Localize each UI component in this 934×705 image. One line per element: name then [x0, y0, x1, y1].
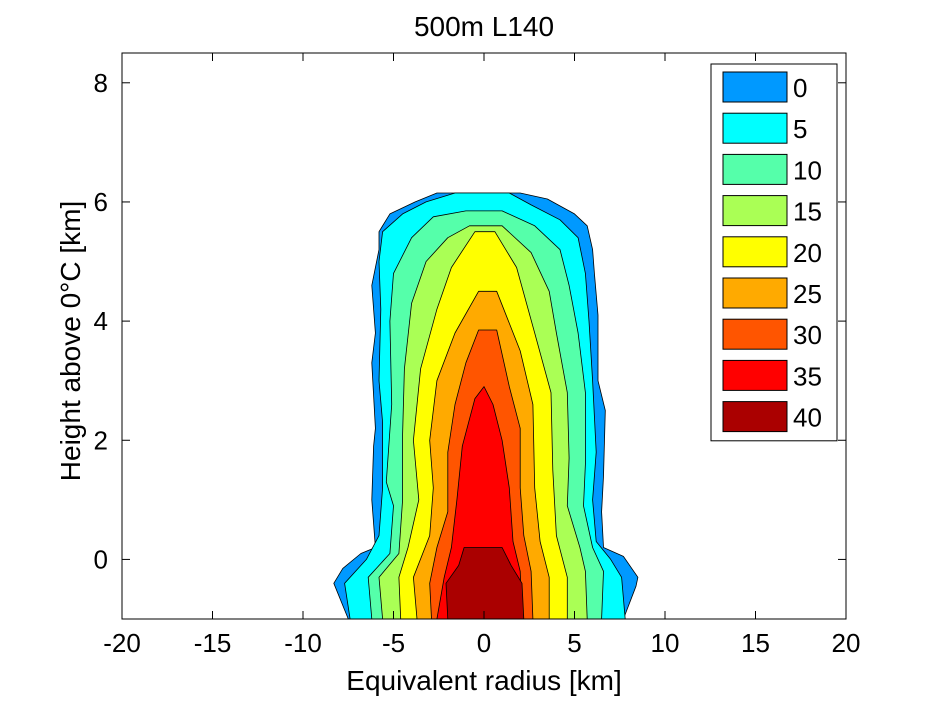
legend-swatch [722, 112, 788, 144]
x-tick-label: -15 [194, 628, 232, 658]
legend-swatch [722, 195, 788, 227]
legend-label: 30 [793, 320, 822, 350]
legend-swatch [722, 153, 788, 185]
x-axis: -20 -15 -10 -5 0 5 10 15 20 [103, 53, 860, 658]
x-tick-label: 0 [477, 628, 491, 658]
contour-layer [333, 192, 639, 619]
x-tick-label: 5 [567, 628, 581, 658]
y-axis: 0 2 4 6 8 [94, 68, 846, 574]
y-tick-label: 0 [94, 544, 108, 574]
legend-swatch [722, 318, 788, 350]
legend-label: 35 [793, 361, 822, 391]
legend-swatch [722, 236, 788, 268]
y-tick-label: 4 [94, 306, 108, 336]
x-tick-label: -20 [103, 628, 141, 658]
legend-label: 0 [793, 73, 807, 103]
legend-label: 15 [793, 197, 822, 227]
legend-swatch [722, 359, 788, 391]
x-tick-label: 10 [651, 628, 680, 658]
x-tick-label: 15 [741, 628, 770, 658]
legend-label: 5 [793, 114, 807, 144]
legend-label: 10 [793, 155, 822, 185]
y-tick-label: 6 [94, 187, 108, 217]
legend-swatch [722, 401, 788, 433]
x-tick-label: -10 [284, 628, 322, 658]
y-axis-label: Height above 0°C [km] [55, 201, 86, 481]
legend-swatch [722, 277, 788, 309]
legend-label: 40 [793, 403, 822, 433]
chart-title: 500m L140 [414, 11, 554, 42]
y-tick-label: 2 [94, 425, 108, 455]
legend: 0 5 10 15 20 25 30 35 40 [710, 63, 838, 442]
x-tick-label: -5 [382, 628, 405, 658]
legend-swatch [722, 71, 788, 103]
legend-label: 25 [793, 279, 822, 309]
y-tick-label: 8 [94, 68, 108, 98]
x-axis-label: Equivalent radius [km] [346, 665, 621, 696]
x-tick-label: 20 [832, 628, 861, 658]
legend-label: 20 [793, 238, 822, 268]
contour-level-40 [445, 547, 525, 619]
